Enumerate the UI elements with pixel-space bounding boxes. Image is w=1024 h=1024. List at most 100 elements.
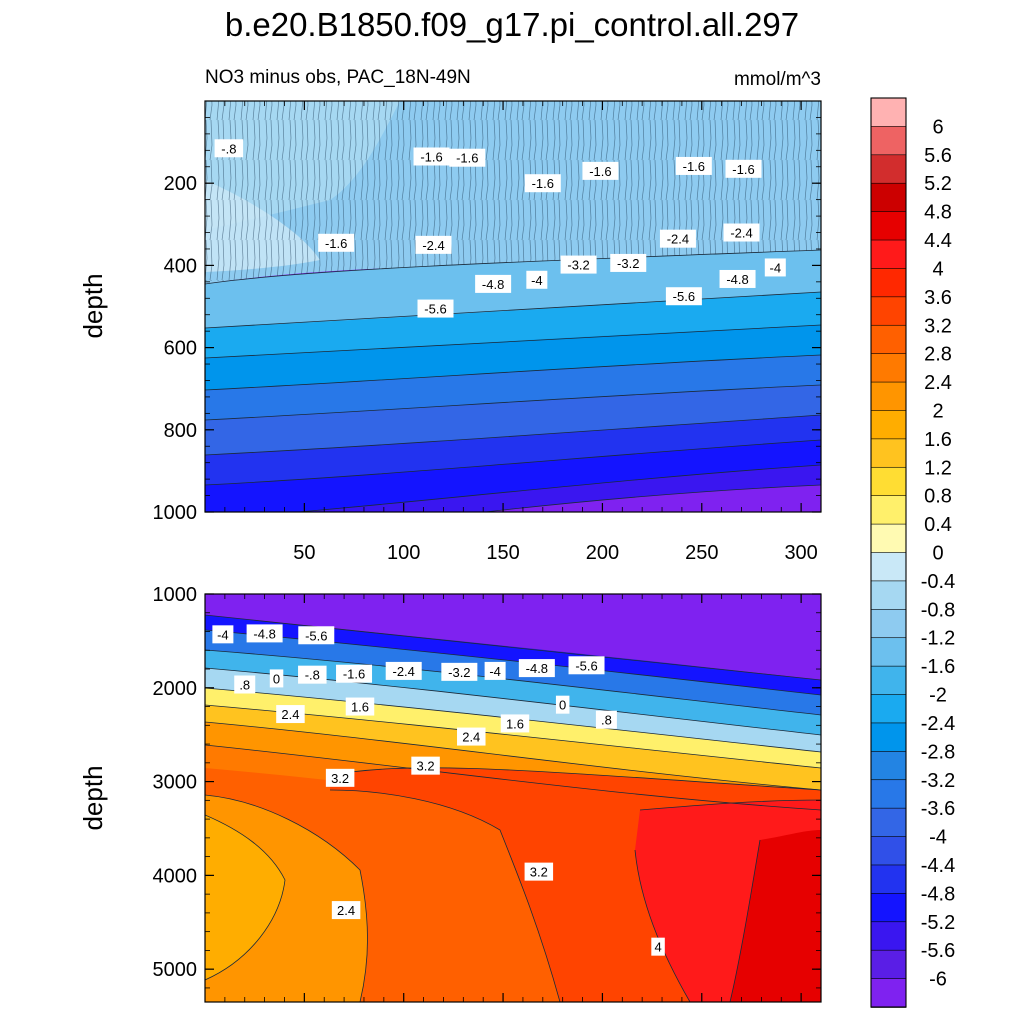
y-tick-label: 5000 bbox=[153, 959, 198, 981]
contour-label-text: -4.8 bbox=[482, 277, 504, 292]
contour-label-text: 1.6 bbox=[506, 716, 524, 731]
contour-label-text: -1.6 bbox=[683, 159, 705, 174]
contour-label-text: 3.2 bbox=[417, 759, 435, 774]
colorbar-swatch bbox=[870, 182, 907, 213]
contour-label-box bbox=[411, 756, 440, 775]
contour-label-text: 4 bbox=[654, 940, 661, 955]
contour-label-box bbox=[475, 274, 512, 293]
contour-label: -4.8 bbox=[475, 274, 512, 293]
contour-label-text: -5.6 bbox=[305, 628, 327, 643]
colorbar-level-label: -2.8 bbox=[921, 741, 955, 763]
colorbar-level-label: -2 bbox=[929, 685, 947, 707]
contour-label: -2.4 bbox=[659, 229, 696, 248]
contour-label-box bbox=[441, 662, 478, 681]
contour-label: -4.8 bbox=[719, 269, 756, 288]
contour-label-box bbox=[518, 659, 555, 678]
x-tick-label: 300 bbox=[784, 542, 817, 564]
colorbar-level-label: 4 bbox=[932, 258, 943, 280]
colorbar-swatch bbox=[870, 552, 907, 582]
colorbar-level-label: 4.4 bbox=[924, 230, 952, 252]
colorbar-level-label: 5.2 bbox=[924, 173, 952, 195]
colorbar-swatch bbox=[870, 978, 907, 1008]
contour-label-text: -1.6 bbox=[532, 176, 554, 191]
colorbar-level-label: 2.4 bbox=[924, 372, 952, 394]
contour-label-text: -5.6 bbox=[673, 289, 695, 304]
upper-band-minus-5-6 bbox=[300, 465, 821, 512]
colorbar-swatch bbox=[870, 893, 907, 923]
contour-label-text: -4.8 bbox=[253, 626, 275, 641]
colorbar-level-label: 2 bbox=[932, 400, 943, 422]
contour-label-box bbox=[298, 626, 335, 645]
colorbar-swatch bbox=[870, 211, 907, 241]
contour-label-box bbox=[318, 233, 355, 252]
contour-label: -3.2 bbox=[560, 255, 597, 274]
contour-label-text: -.8 bbox=[221, 141, 236, 156]
colorbar-level-label: 0 bbox=[932, 543, 943, 565]
contour-label: 2.4 bbox=[331, 901, 361, 920]
contour-label-box bbox=[331, 901, 361, 920]
subtitle: NO3 minus obs, PAC_18N-49N bbox=[205, 67, 471, 88]
contour-label: 2.4 bbox=[276, 705, 305, 724]
colorbar-swatch bbox=[870, 779, 907, 809]
y-tick-label: 3000 bbox=[153, 772, 198, 794]
colorbar: 6 5.6 5.2 4.8 4.4 4 3.6 3.2 2.8 2.4 2 1.6 1.2 0.8 0.4 0… bbox=[870, 97, 955, 1008]
chart-title: b.e20.B1850.f09_g17.pi_control.all.297 bbox=[224, 6, 800, 43]
colorbar-level-label: -3.6 bbox=[921, 798, 955, 820]
y-tick-label: 1000 bbox=[153, 502, 198, 524]
contour-label: -.8 bbox=[298, 665, 327, 684]
contour-label-box bbox=[345, 697, 375, 716]
colorbar-swatch bbox=[870, 864, 907, 895]
upper-noise-contours bbox=[205, 101, 821, 281]
contour-label: -3.2 bbox=[441, 662, 478, 681]
colorbar-level-label: -5.6 bbox=[921, 940, 955, 962]
colorbar-swatch bbox=[870, 126, 907, 156]
contour-label: -5.6 bbox=[417, 299, 454, 318]
upper-band-minus-4 bbox=[205, 385, 821, 455]
contour-label-box bbox=[417, 299, 454, 318]
contour-label-text: .8 bbox=[601, 713, 612, 728]
colorbar-swatch bbox=[870, 523, 907, 554]
contour-label: -1.6 bbox=[449, 148, 486, 167]
colorbar-level-label: -2.4 bbox=[921, 713, 955, 735]
colorbar-swatch bbox=[870, 438, 907, 469]
x-tick-label: 50 bbox=[293, 542, 315, 564]
contour-label-text: -2.4 bbox=[730, 226, 752, 241]
lower-band-minus-3-6 bbox=[205, 630, 821, 715]
lower-band-minus-0-8 bbox=[205, 668, 821, 752]
colorbar-level-label: 6 bbox=[932, 116, 943, 138]
contour-label: 3.2 bbox=[524, 862, 554, 881]
contour-label-box bbox=[336, 664, 373, 683]
y-tick-label: 2000 bbox=[153, 678, 198, 700]
contour-label-text: -5.6 bbox=[424, 302, 446, 317]
lower-band-minus-6 bbox=[205, 594, 821, 680]
contour-label-text: 1.6 bbox=[351, 700, 369, 715]
colorbar-level-label: 4.8 bbox=[924, 202, 952, 224]
lower-band-4-4 bbox=[730, 830, 821, 1002]
x-tick-label: 250 bbox=[685, 542, 718, 564]
contour-label: -4 bbox=[526, 270, 548, 289]
contour-label-box bbox=[214, 139, 244, 158]
colorbar-level-label: 1.6 bbox=[924, 429, 952, 451]
contour-label-text: 2.4 bbox=[281, 707, 299, 722]
lower-band-1-2 bbox=[205, 705, 821, 790]
contour-label-box bbox=[500, 714, 530, 733]
contour-label-box bbox=[524, 174, 561, 193]
colorbar-swatch bbox=[870, 665, 907, 696]
upper-band-minus-3-2 bbox=[205, 325, 821, 390]
contour-label: -1.6 bbox=[413, 147, 450, 166]
colorbar-level-label: 0.4 bbox=[924, 514, 952, 536]
contour-label: 1.6 bbox=[500, 714, 530, 733]
contour-label-box bbox=[212, 625, 234, 644]
upper-axis-ticks: 200 400 600 800 1000 50 100 150 200 250 300 bbox=[153, 100, 822, 564]
contour-label-box bbox=[276, 705, 305, 724]
contour-label: -4.8 bbox=[518, 659, 555, 678]
contour-label: 0 bbox=[269, 669, 284, 688]
contour-label-text: -1.6 bbox=[420, 149, 442, 164]
contour-label: 3.2 bbox=[411, 756, 440, 775]
colorbar-level-label: -5.2 bbox=[921, 912, 955, 934]
colorbar-swatch bbox=[870, 836, 907, 866]
contour-label: -1.6 bbox=[675, 156, 712, 175]
contour-label: 3.2 bbox=[325, 768, 355, 787]
